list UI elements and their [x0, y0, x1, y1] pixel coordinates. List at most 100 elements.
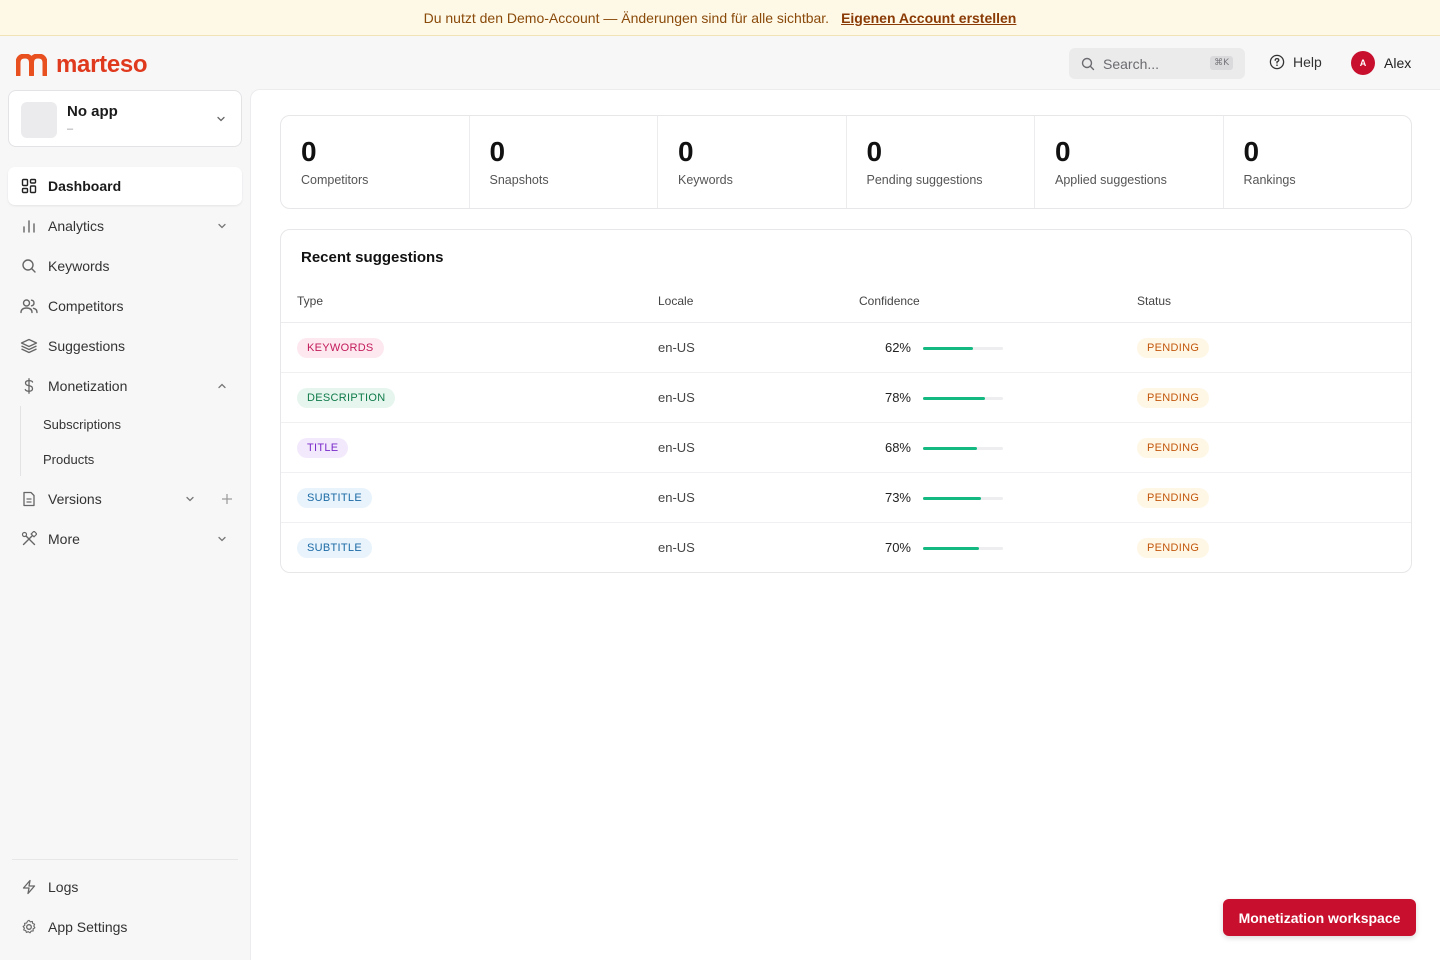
- table-row[interactable]: TITLE en-US 68% PENDING: [281, 423, 1411, 473]
- confidence-bar-fill: [923, 397, 986, 400]
- stat-value: 0: [866, 136, 883, 167]
- stat-rankings: 0 Rankings: [1224, 116, 1412, 208]
- column-locale: Locale: [658, 294, 694, 308]
- sidebar-item-suggestions[interactable]: Suggestions: [8, 327, 242, 365]
- sidebar-subitem-products[interactable]: Products: [43, 452, 95, 467]
- subnav-line: [20, 406, 21, 476]
- sidebar-item-monetization[interactable]: Monetization: [8, 367, 242, 405]
- status-badge: PENDING: [1137, 388, 1210, 408]
- stat-pending-suggestions: 0 Pending suggestions: [847, 116, 1035, 208]
- locale-cell: en-US: [658, 390, 695, 405]
- demo-banner: Du nutzt den Demo-Account — Änderungen s…: [0, 0, 1440, 36]
- sidebar-item-app-settings[interactable]: App Settings: [8, 908, 242, 946]
- sidebar-item-keywords[interactable]: Keywords: [8, 247, 242, 285]
- chevron-down-icon: [217, 116, 225, 122]
- sidebar-divider: [12, 859, 238, 860]
- logo[interactable]: marteso: [16, 51, 148, 79]
- type-badge: SUBTITLE: [297, 488, 372, 508]
- top-bar: marteso Search... ⌘K Help A Alex: [0, 37, 1440, 89]
- table-row[interactable]: KEYWORDS en-US 62% PENDING: [281, 323, 1411, 373]
- stat-snapshots: 0 Snapshots: [470, 116, 658, 208]
- sidebar-item-label: Analytics: [48, 218, 105, 234]
- confidence-bar: [923, 347, 1003, 350]
- confidence-bar-fill: [923, 497, 982, 500]
- stat-value: 0: [301, 136, 317, 167]
- add-version-icon[interactable]: [220, 492, 234, 506]
- sidebar-item-versions[interactable]: Versions: [8, 480, 242, 518]
- sidebar-item-label: More: [48, 531, 80, 547]
- app-subtitle: –: [67, 123, 74, 135]
- sidebar-item-label: Keywords: [48, 258, 110, 274]
- confidence-value: 68%: [884, 440, 911, 455]
- brand-name: marteso: [56, 51, 148, 78]
- avatar: A: [1351, 51, 1375, 75]
- stat-label: Applied suggestions: [1055, 173, 1167, 187]
- type-badge: TITLE: [297, 438, 349, 458]
- locale-cell: en-US: [658, 340, 695, 355]
- table-row[interactable]: SUBTITLE en-US 70% PENDING: [281, 523, 1411, 572]
- bar-chart-icon: [20, 217, 38, 235]
- users-icon: [20, 297, 38, 315]
- sidebar-item-analytics[interactable]: Analytics: [8, 207, 242, 245]
- dashboard-icon: [20, 177, 38, 195]
- sidebar-item-logs[interactable]: Logs: [8, 868, 242, 906]
- sidebar-item-dashboard[interactable]: Dashboard: [8, 167, 242, 205]
- locale-cell: en-US: [658, 540, 695, 555]
- table-row[interactable]: DESCRIPTION en-US 78% PENDING: [281, 373, 1411, 423]
- confidence-bar: [923, 547, 1003, 550]
- card-title: Recent suggestions: [301, 249, 444, 266]
- chevron-up-icon: [218, 383, 226, 389]
- sidebar-item-label: Dashboard: [48, 178, 122, 194]
- stat-value: 0: [678, 136, 694, 167]
- create-account-link[interactable]: Eigenen Account erstellen: [841, 9, 1017, 26]
- stat-applied-suggestions: 0 Applied suggestions: [1035, 116, 1224, 208]
- sidebar-item-label: Versions: [48, 491, 102, 507]
- help-button[interactable]: Help: [1269, 54, 1322, 70]
- type-badge: DESCRIPTION: [297, 388, 396, 408]
- gear-icon: [20, 918, 38, 936]
- document-icon: [20, 490, 38, 508]
- user-name: Alex: [1384, 55, 1412, 71]
- confidence-bar-fill: [923, 447, 978, 450]
- sidebar-item-more[interactable]: More: [8, 520, 242, 558]
- confidence-bar-fill: [923, 347, 973, 350]
- stat-label: Competitors: [301, 173, 369, 187]
- app-picker[interactable]: No app –: [8, 90, 242, 147]
- type-badge: KEYWORDS: [297, 338, 384, 358]
- confidence-value: 62%: [884, 340, 911, 355]
- table-row[interactable]: SUBTITLE en-US 73% PENDING: [281, 473, 1411, 523]
- chevron-down-icon[interactable]: [184, 493, 196, 505]
- chevron-down-icon: [218, 223, 226, 229]
- type-badge: SUBTITLE: [297, 538, 372, 558]
- sidebar-item-competitors[interactable]: Competitors: [8, 287, 242, 325]
- app-name: No app: [67, 103, 118, 120]
- confidence-bar: [923, 447, 1003, 450]
- main-content: 0 Competitors 0 Snapshots 0 Keywords 0 P…: [250, 89, 1440, 960]
- search-shortcut: ⌘K: [1210, 56, 1233, 70]
- locale-cell: en-US: [658, 440, 695, 455]
- sidebar-item-label: Suggestions: [48, 338, 126, 354]
- tools-icon: [20, 530, 38, 548]
- sidebar: No app – Dashboard Analytics Keywords Co…: [0, 89, 250, 960]
- sidebar-subitem-subscriptions[interactable]: Subscriptions: [43, 417, 122, 432]
- status-badge: PENDING: [1137, 488, 1210, 508]
- chevron-down-icon: [218, 536, 226, 542]
- search-icon: [1081, 57, 1095, 70]
- dollar-icon: [20, 377, 38, 395]
- confidence-bar-fill: [923, 547, 979, 550]
- recent-suggestions-card: Recent suggestions Type Locale Confidenc…: [280, 229, 1412, 573]
- logo-icon: [16, 54, 47, 76]
- sidebar-item-label: App Settings: [48, 919, 128, 935]
- search-input[interactable]: Search... ⌘K: [1069, 48, 1245, 79]
- stat-competitors: 0 Competitors: [281, 116, 470, 208]
- help-icon: [1269, 54, 1285, 70]
- sidebar-item-label: Monetization: [48, 378, 128, 394]
- stat-label: Rankings: [1243, 173, 1296, 187]
- monetization-workspace-button[interactable]: Monetization workspace: [1223, 899, 1416, 936]
- user-menu[interactable]: A Alex: [1351, 51, 1411, 75]
- column-confidence: Confidence: [859, 294, 920, 308]
- confidence-bar: [923, 497, 1003, 500]
- sidebar-item-label: Competitors: [48, 298, 124, 314]
- stat-label: Snapshots: [489, 173, 549, 187]
- locale-cell: en-US: [658, 490, 695, 505]
